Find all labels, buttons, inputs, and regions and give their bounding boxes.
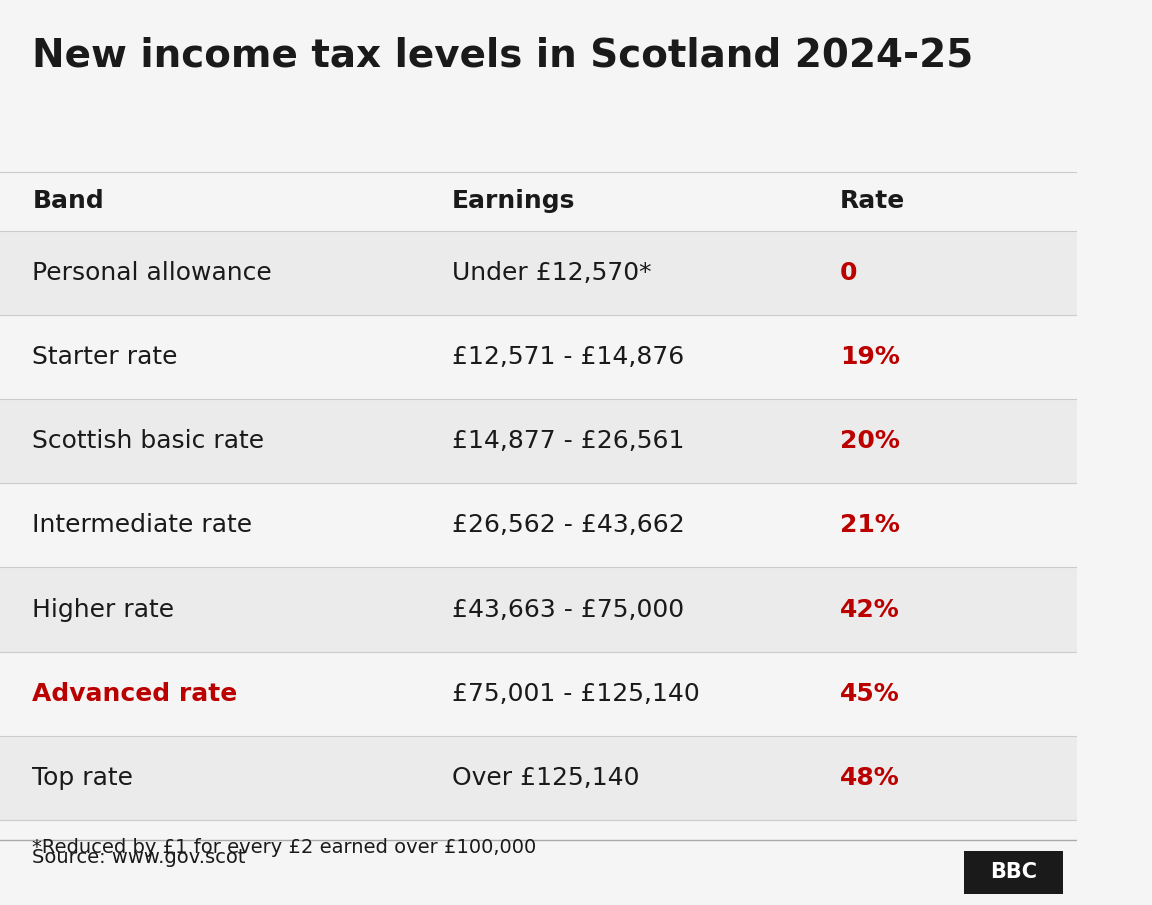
FancyBboxPatch shape xyxy=(0,652,1077,736)
FancyBboxPatch shape xyxy=(0,483,1077,567)
FancyBboxPatch shape xyxy=(0,315,1077,399)
FancyBboxPatch shape xyxy=(0,399,1077,483)
Text: Intermediate rate: Intermediate rate xyxy=(32,513,252,538)
FancyBboxPatch shape xyxy=(0,736,1077,820)
FancyBboxPatch shape xyxy=(964,851,1063,894)
Text: £14,877 - £26,561: £14,877 - £26,561 xyxy=(453,429,684,453)
Text: Top rate: Top rate xyxy=(32,766,134,790)
Text: £75,001 - £125,140: £75,001 - £125,140 xyxy=(453,681,700,706)
Text: Personal allowance: Personal allowance xyxy=(32,261,272,285)
FancyBboxPatch shape xyxy=(0,231,1077,315)
Text: BBC: BBC xyxy=(990,862,1037,882)
Text: 45%: 45% xyxy=(840,681,900,706)
Text: Starter rate: Starter rate xyxy=(32,345,177,369)
Text: Over £125,140: Over £125,140 xyxy=(453,766,639,790)
Text: 0: 0 xyxy=(840,261,857,285)
Text: Rate: Rate xyxy=(840,189,905,214)
FancyBboxPatch shape xyxy=(0,567,1077,652)
Text: 21%: 21% xyxy=(840,513,900,538)
Text: Higher rate: Higher rate xyxy=(32,597,174,622)
Text: 19%: 19% xyxy=(840,345,900,369)
Text: Earnings: Earnings xyxy=(453,189,576,214)
Text: Scottish basic rate: Scottish basic rate xyxy=(32,429,265,453)
FancyBboxPatch shape xyxy=(0,172,1077,231)
Text: Under £12,570*: Under £12,570* xyxy=(453,261,652,285)
Text: New income tax levels in Scotland 2024-25: New income tax levels in Scotland 2024-2… xyxy=(32,36,973,74)
Text: 48%: 48% xyxy=(840,766,900,790)
Text: £12,571 - £14,876: £12,571 - £14,876 xyxy=(453,345,684,369)
Text: £43,663 - £75,000: £43,663 - £75,000 xyxy=(453,597,684,622)
Text: *Reduced by £1 for every £2 earned over £100,000: *Reduced by £1 for every £2 earned over … xyxy=(32,838,537,857)
Text: Advanced rate: Advanced rate xyxy=(32,681,237,706)
Text: £26,562 - £43,662: £26,562 - £43,662 xyxy=(453,513,685,538)
Text: 42%: 42% xyxy=(840,597,900,622)
Text: Source: www.gov.scot: Source: www.gov.scot xyxy=(32,849,245,867)
Text: Band: Band xyxy=(32,189,104,214)
Text: 20%: 20% xyxy=(840,429,900,453)
